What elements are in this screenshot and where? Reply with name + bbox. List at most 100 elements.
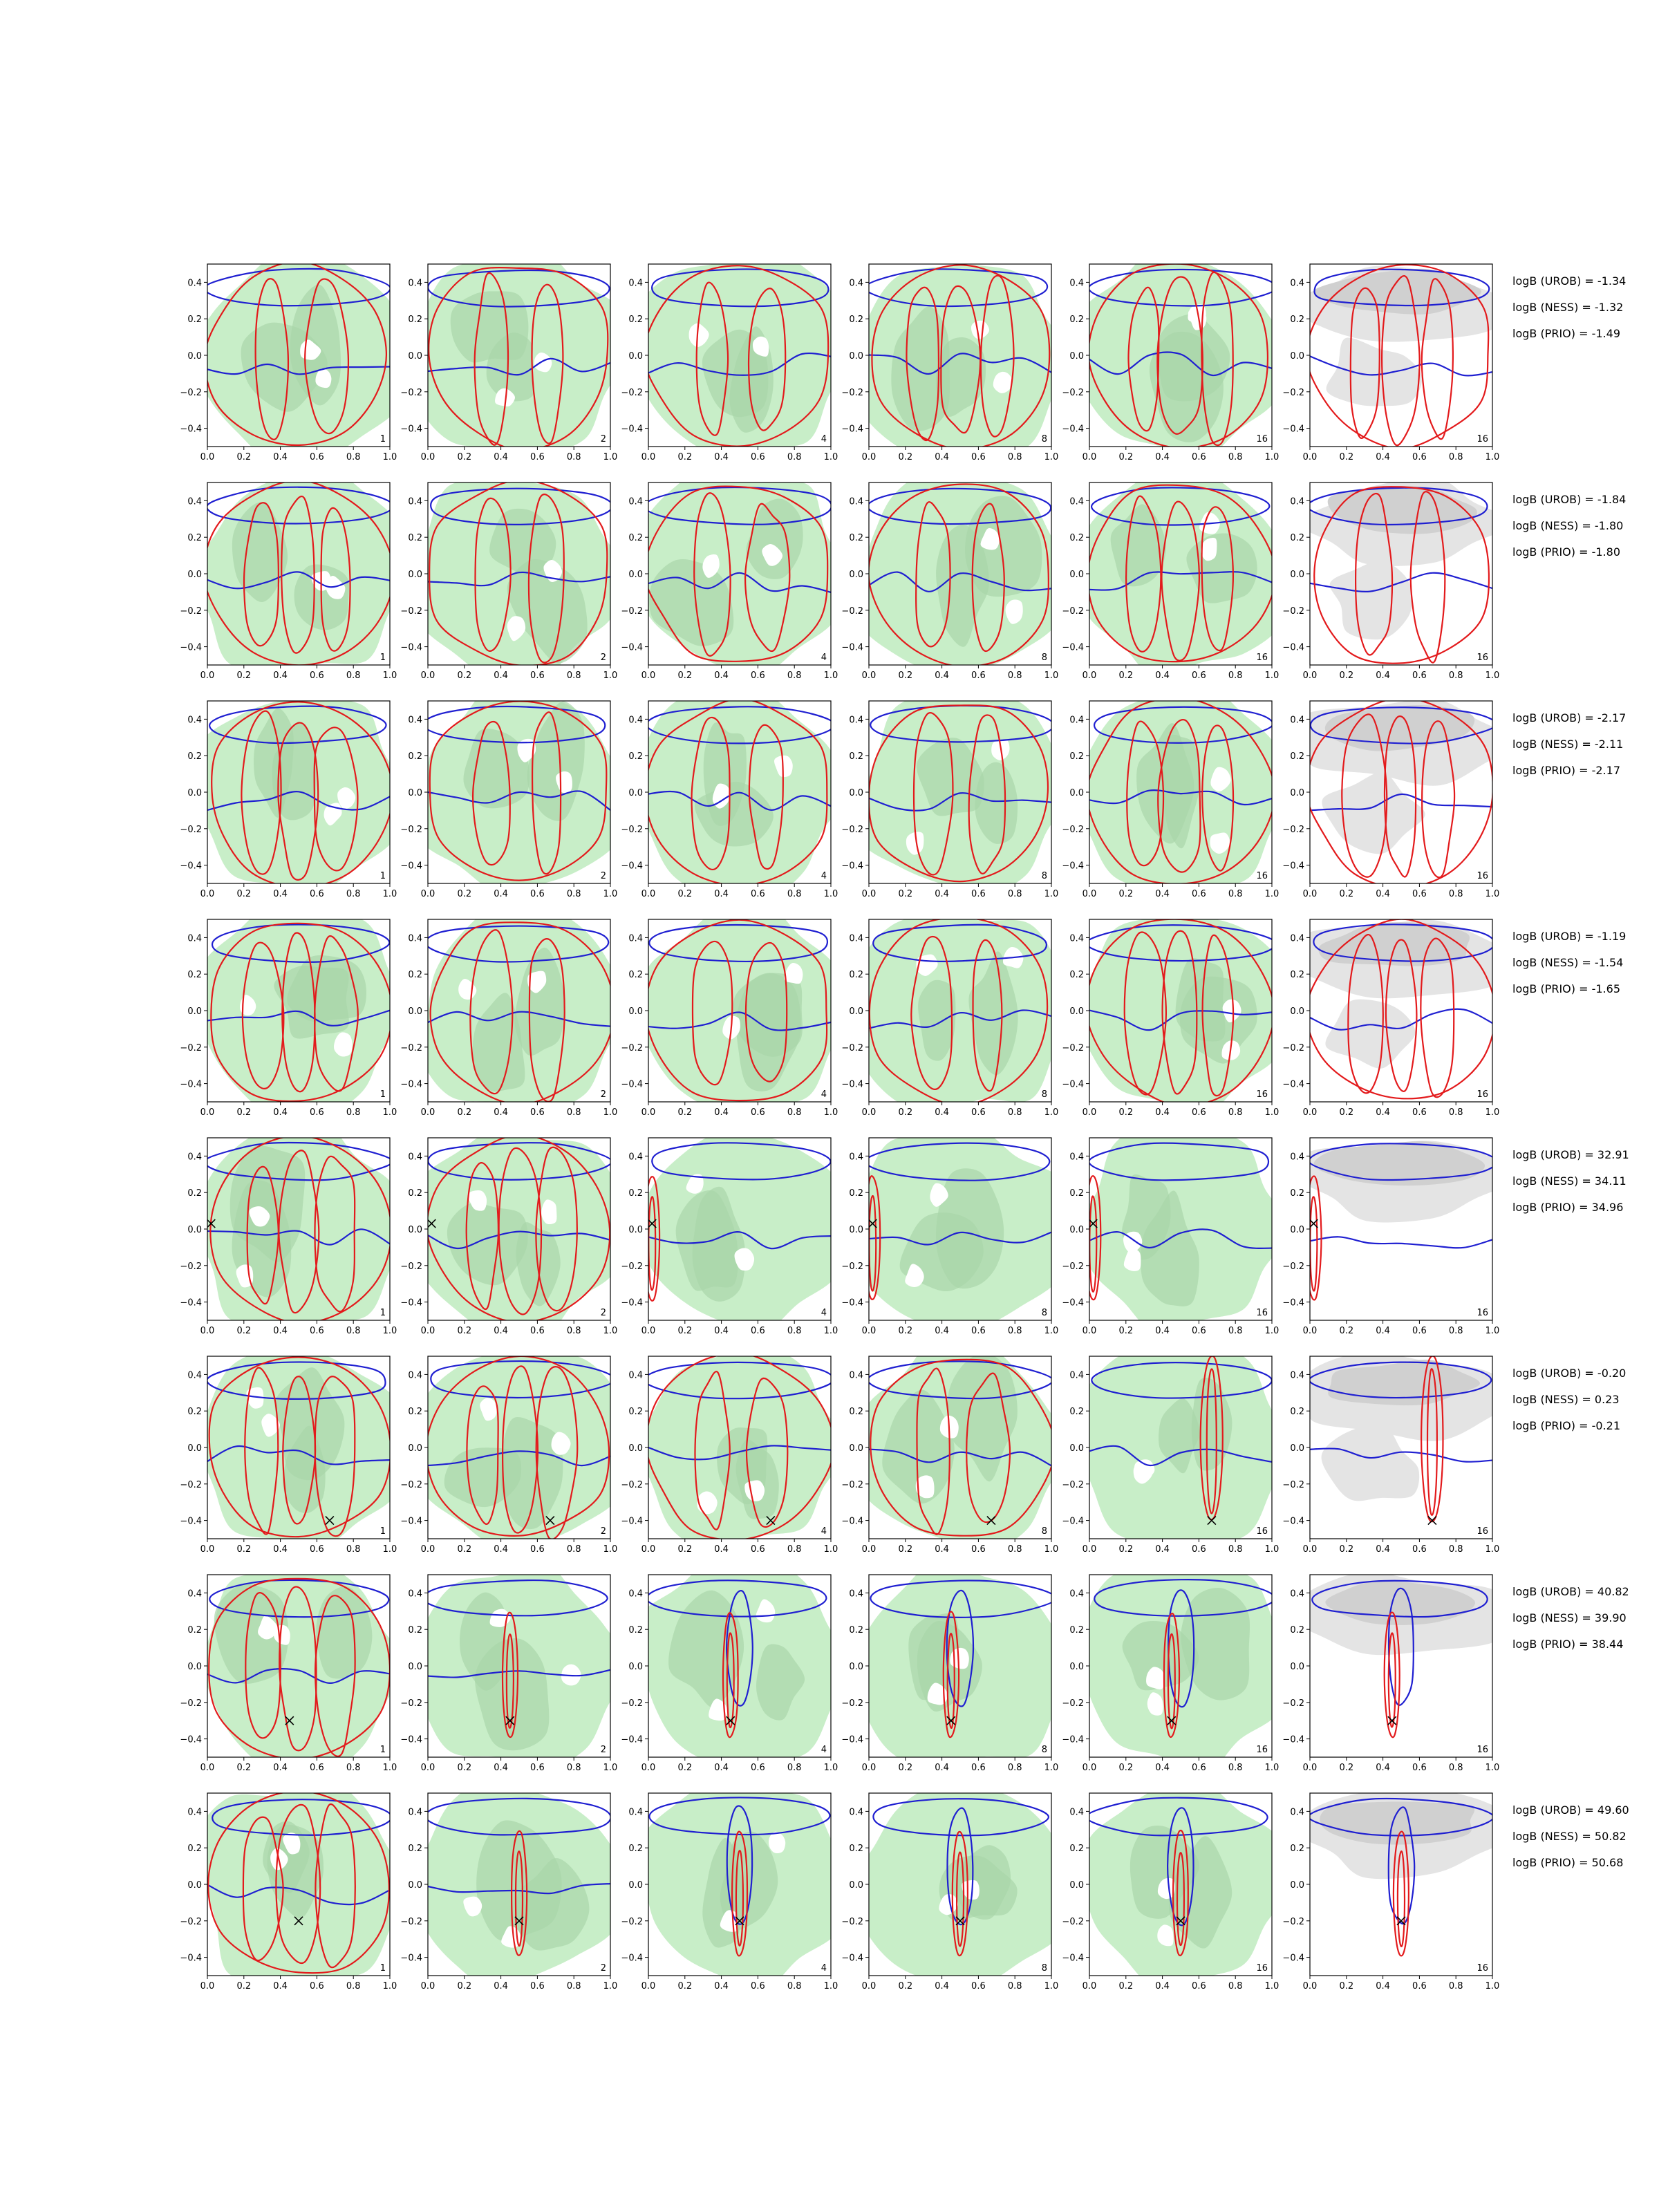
panel-content bbox=[648, 919, 831, 1102]
red-contour bbox=[744, 503, 791, 652]
red-contour bbox=[474, 272, 509, 446]
panel-count-label: 16 bbox=[1477, 1089, 1488, 1100]
red-contour bbox=[244, 1367, 279, 1535]
density-core bbox=[447, 1203, 528, 1286]
x-tick-label: 0.2 bbox=[677, 1107, 692, 1118]
y-tick-label: −0.4 bbox=[841, 643, 863, 653]
x-tick-label: 0.8 bbox=[567, 1107, 581, 1118]
red-contour bbox=[648, 701, 828, 883]
y-tick-label: −0.4 bbox=[1062, 1953, 1084, 1964]
x-tick-label: 0.6 bbox=[971, 1326, 986, 1336]
density-hole bbox=[1210, 832, 1230, 854]
y-tick-label: 0.2 bbox=[1069, 1407, 1084, 1417]
red-contour bbox=[207, 1793, 390, 1974]
x-tick-label: 0.8 bbox=[1228, 452, 1243, 462]
red-contour bbox=[951, 1830, 969, 1957]
y-tick-label: −0.2 bbox=[841, 388, 863, 398]
y-tick-label: −0.4 bbox=[180, 1517, 202, 1527]
logb-label: logB (NESS) = -1.80 bbox=[1512, 519, 1623, 532]
y-tick-label: −0.4 bbox=[1062, 1298, 1084, 1309]
blue-contour bbox=[207, 1009, 390, 1027]
red-contour bbox=[1206, 1368, 1217, 1515]
logb-label: logB (NESS) = 39.90 bbox=[1512, 1611, 1627, 1624]
x-tick-label: 1.0 bbox=[603, 1763, 618, 1773]
x-tick-label: 0.0 bbox=[862, 1981, 877, 1991]
panel-count-label: 1 bbox=[380, 1089, 386, 1100]
panel-r5-c4: 0.0 0.2 0.4 0.6 0.8 1.0 0.4 0.2 0.0 −0.2 −0.4 8 bbox=[841, 1137, 1059, 1336]
x-tick-label: 0.6 bbox=[310, 1107, 324, 1118]
y-tick-label: −0.4 bbox=[621, 643, 643, 653]
y-tick-label: −0.2 bbox=[180, 825, 202, 835]
y-tick-label: −0.4 bbox=[180, 643, 202, 653]
x-tick-label: 0.4 bbox=[714, 1107, 729, 1118]
density-hole bbox=[905, 1264, 924, 1288]
x-tick-label: 0.2 bbox=[236, 1981, 251, 1991]
blue-contour bbox=[1310, 355, 1492, 377]
panel-content bbox=[207, 701, 390, 883]
panel-content bbox=[869, 1138, 1051, 1320]
x-tick-label: 0.8 bbox=[567, 1763, 581, 1773]
x-tick-label: 0.8 bbox=[787, 1981, 802, 1991]
y-tick-label: 0.4 bbox=[187, 1588, 202, 1599]
x-tick-label: 1.0 bbox=[824, 671, 838, 681]
red-contour bbox=[510, 1830, 528, 1956]
x-tick-label: 0.6 bbox=[1412, 671, 1427, 681]
y-tick-label: −0.2 bbox=[180, 1480, 202, 1490]
x-tick-label: 0.8 bbox=[1228, 671, 1243, 681]
true-value-marker bbox=[294, 1916, 303, 1926]
x-tick-label: 0.8 bbox=[346, 671, 361, 681]
x-tick-label: 0.6 bbox=[1192, 1107, 1206, 1118]
red-contour bbox=[1421, 278, 1454, 440]
red-contour bbox=[1409, 491, 1446, 664]
true-value-marker bbox=[946, 1716, 956, 1725]
y-tick-label: 0.4 bbox=[849, 1807, 863, 1817]
y-tick-label: 0.2 bbox=[849, 533, 863, 543]
x-tick-label: 0.0 bbox=[641, 1981, 656, 1991]
x-tick-label: 0.8 bbox=[346, 1326, 361, 1336]
x-tick-label: 0.6 bbox=[310, 889, 324, 899]
y-tick-label: −0.2 bbox=[400, 1698, 422, 1709]
y-tick-label: −0.4 bbox=[1062, 1735, 1084, 1745]
x-tick-label: 0.4 bbox=[1376, 1107, 1390, 1118]
y-tick-label: 0.4 bbox=[1069, 278, 1084, 288]
red-contour bbox=[1161, 930, 1198, 1095]
x-tick-label: 0.0 bbox=[641, 889, 656, 899]
panel-count-label: 1 bbox=[380, 871, 386, 881]
y-tick-label: 0.4 bbox=[1290, 1807, 1304, 1817]
x-tick-label: 0.4 bbox=[273, 1763, 288, 1773]
red-contour bbox=[498, 1147, 543, 1315]
x-tick-label: 0.0 bbox=[421, 1326, 435, 1336]
panel-content bbox=[1089, 1793, 1272, 1976]
x-tick-label: 0.2 bbox=[236, 1544, 251, 1555]
panel-count-label: 4 bbox=[821, 1308, 827, 1318]
y-tick-label: 0.4 bbox=[1290, 1370, 1304, 1380]
red-contour bbox=[1201, 934, 1235, 1097]
y-tick-label: 0.4 bbox=[849, 1152, 863, 1162]
panel-r8-c6: 0.0 0.2 0.4 0.6 0.8 1.0 0.4 0.2 0.0 −0.2 −0.4 16 bbox=[1282, 1792, 1499, 1991]
x-tick-label: 0.2 bbox=[677, 671, 692, 681]
panel-content bbox=[648, 264, 831, 447]
blue-contour bbox=[648, 1011, 831, 1031]
x-tick-label: 0.0 bbox=[421, 1544, 435, 1555]
blue-contour bbox=[1310, 1447, 1492, 1463]
panel-r7-c6: 0.0 0.2 0.4 0.6 0.8 1.0 0.4 0.2 0.0 −0.2 −0.4 16 bbox=[1282, 1574, 1499, 1773]
red-contour bbox=[1383, 1611, 1400, 1738]
x-tick-label: 0.6 bbox=[971, 1763, 986, 1773]
red-contour bbox=[648, 1356, 831, 1539]
y-tick-label: −0.2 bbox=[400, 1043, 422, 1053]
panel-content bbox=[428, 264, 610, 447]
y-tick-label: 0.2 bbox=[1290, 970, 1304, 980]
x-tick-label: 0.4 bbox=[273, 1326, 288, 1336]
red-contour bbox=[428, 1356, 610, 1537]
panel-count-label: 4 bbox=[821, 1963, 827, 1974]
red-contour bbox=[278, 1150, 320, 1314]
density-hole bbox=[962, 1880, 980, 1900]
y-tick-label: −0.4 bbox=[400, 1953, 422, 1964]
y-tick-label: 0.2 bbox=[849, 1844, 863, 1854]
panel-count-label: 2 bbox=[601, 871, 606, 881]
red-contour bbox=[531, 283, 564, 444]
x-tick-label: 1.0 bbox=[383, 1107, 397, 1118]
blue-contour bbox=[869, 1448, 1051, 1467]
x-tick-label: 0.0 bbox=[1303, 452, 1318, 462]
x-tick-label: 1.0 bbox=[1044, 1326, 1059, 1336]
